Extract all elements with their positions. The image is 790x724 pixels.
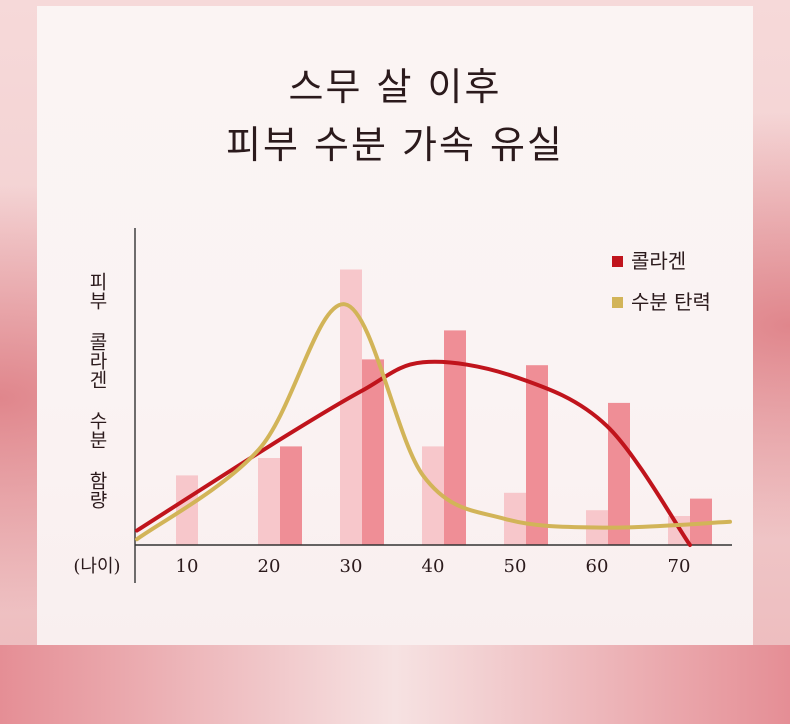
title-line-1: 스무 살 이후	[288, 65, 502, 109]
bar-dark	[444, 330, 466, 545]
legend-label-moisture: 수분 탄력	[631, 290, 711, 314]
dark-bars-group	[280, 330, 712, 545]
x-tick-label: 60	[586, 556, 609, 577]
x-tick-label: 20	[258, 556, 281, 577]
legend: 콜라겐 수분 탄력	[612, 249, 711, 314]
y-axis-label: 피부 콜라겐 수분 함량	[86, 272, 108, 509]
bar-light	[340, 269, 362, 545]
bar-light	[422, 446, 444, 545]
bottom-band	[0, 645, 790, 724]
series-line-moisture	[135, 302, 732, 542]
bar-dark	[280, 446, 302, 545]
x-tick-label: 10	[176, 556, 199, 577]
bar-dark	[362, 359, 384, 545]
bar-dark	[608, 402, 630, 545]
x-tick-label: 40	[422, 556, 445, 577]
page-title: 스무 살 이후 피부 수분 가속 유실	[0, 58, 790, 174]
x-tick-label: 50	[504, 556, 527, 577]
series-line-collagen	[135, 359, 692, 547]
title-line-2: 피부 수분 가속 유실	[226, 123, 564, 167]
x-axis-label: (나이)	[73, 556, 120, 577]
bar-light	[258, 458, 280, 545]
legend-swatch-moisture	[612, 297, 623, 308]
x-tick-label: 30	[340, 556, 363, 577]
bar-dark	[526, 365, 548, 545]
legend-label-collagen: 콜라겐	[631, 249, 686, 273]
x-tick-label: 70	[668, 556, 691, 577]
x-tick-labels: 10 20 30 40 50 60 70	[176, 556, 691, 577]
legend-swatch-collagen	[612, 256, 623, 267]
chart-card	[37, 6, 753, 645]
bar-light	[504, 492, 526, 545]
